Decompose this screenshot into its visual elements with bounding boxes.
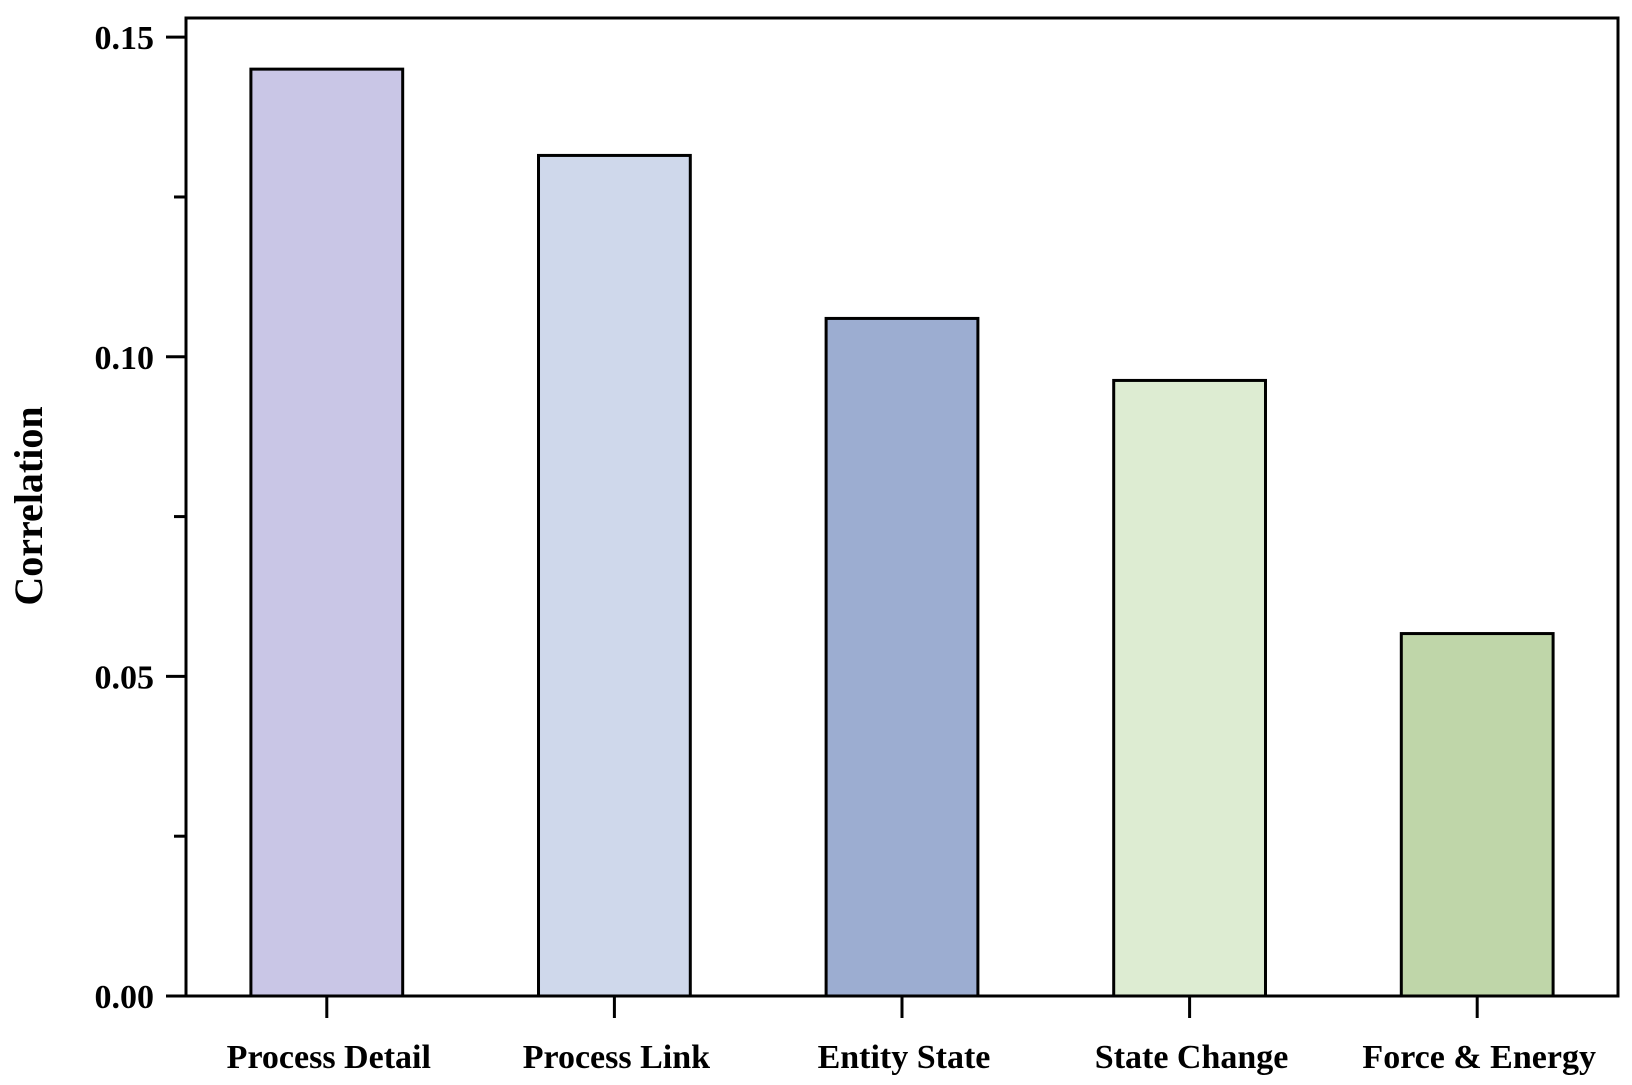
x-tick-label-process-detail: Process Detail (227, 1039, 431, 1076)
y-tick-label: 0.00 (95, 979, 155, 1016)
x-tick-label-entity-state: Entity State (818, 1039, 991, 1076)
bar-process-link (537, 153, 692, 998)
bar-state-change (1112, 378, 1267, 998)
y-tick-label: 0.10 (95, 340, 155, 377)
bar-force-energy (1399, 632, 1555, 998)
y-tick-label: 0.15 (95, 20, 155, 57)
bar-entity-state (824, 316, 980, 998)
x-axis-ticks: Process Detail Process Link Entity State St… (227, 996, 1596, 1076)
bars (249, 67, 1555, 998)
y-tick-label: 0.05 (95, 659, 155, 696)
x-tick-label-state-change: State Change (1095, 1039, 1289, 1076)
x-tick-label-process-link: Process Link (523, 1039, 710, 1076)
x-tick-label-force-energy: Force & Energy (1362, 1039, 1596, 1076)
y-axis-title: Correlation (6, 406, 51, 605)
bar-process-detail (249, 67, 405, 998)
y-axis-ticks: 0.00 0.05 0.10 0.15 (95, 20, 186, 1016)
